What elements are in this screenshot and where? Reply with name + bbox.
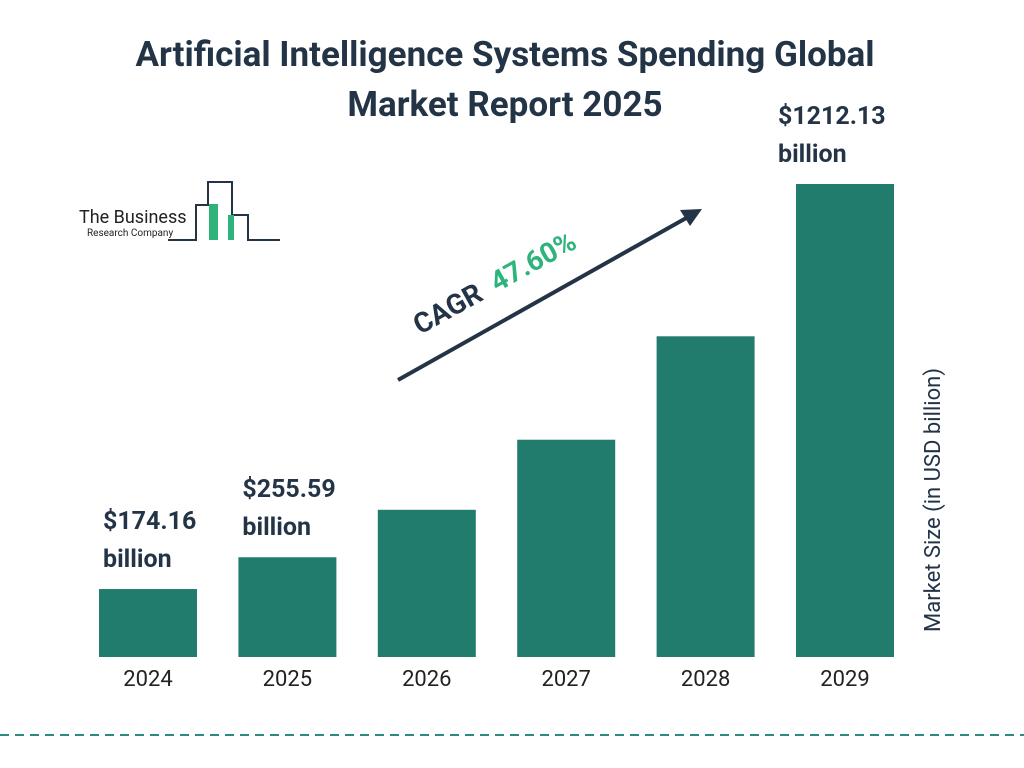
x-tick-label: 2026	[402, 667, 451, 692]
arrow-head	[680, 209, 702, 226]
value-label: $174.16 billion	[103, 507, 197, 575]
x-tick-label: 2028	[681, 667, 730, 692]
logo-text: The Business	[79, 207, 187, 228]
x-tick-label: 2029	[820, 667, 869, 692]
bar	[656, 336, 755, 657]
value-label: $1212.13 billion	[778, 102, 886, 169]
x-tick-label: 2027	[541, 667, 590, 692]
logo-subtext: Research Company	[87, 228, 173, 239]
bar	[517, 439, 616, 657]
x-tick-label: 2024	[123, 667, 172, 692]
bar	[99, 589, 197, 657]
cagr-arrow	[397, 215, 689, 382]
x-tick-label: 2025	[263, 667, 312, 692]
y-axis-label: Market Size (in USD billion)	[921, 368, 946, 632]
bar	[238, 557, 337, 657]
cagr-value: 47.60%	[484, 224, 581, 298]
bar	[377, 509, 476, 657]
value-label: $255.59 billion	[242, 475, 336, 543]
chart-title: Artificial Intelligence Systems Spending…	[135, 34, 875, 125]
bar	[796, 184, 894, 657]
cagr-label: CAGR	[407, 276, 488, 341]
logo	[168, 181, 280, 241]
